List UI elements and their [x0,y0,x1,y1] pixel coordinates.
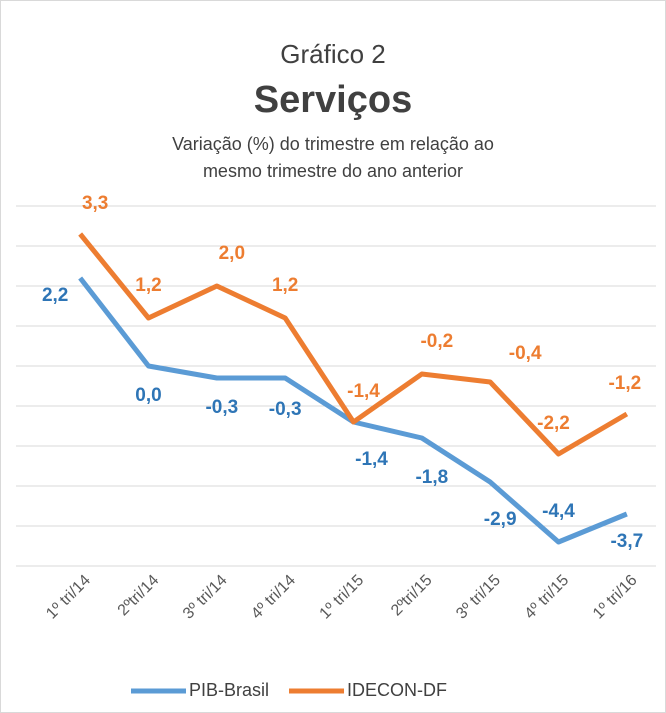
x-tick-label: 3º tri/14 [180,572,231,623]
data-label: 2,2 [42,285,68,306]
data-label: 0,0 [135,385,161,406]
data-label: -4,4 [542,501,575,522]
series-line [78,232,629,457]
data-label: 1,2 [135,275,161,296]
x-tick-label: 2ºtri/14 [115,572,163,620]
data-label: -1,4 [355,449,388,470]
data-label: -3,7 [610,531,643,552]
x-tick-label: 3º tri/15 [453,572,504,623]
data-label: -0,4 [509,343,542,364]
legend-label: IDECON-DF [347,680,447,700]
x-tick-label: 4º tri/14 [248,572,299,623]
x-tick-label: 1º tri/15 [317,572,368,623]
chart-title: Gráfico 2 [280,39,386,69]
x-tick-label: 1º tri/14 [43,572,94,623]
x-tick-label: 1º tri/16 [590,572,641,623]
data-label: -0,3 [269,399,302,420]
data-label: -0,2 [420,331,453,352]
data-label: -2,9 [484,509,517,530]
chart-description: Variação (%) do trimestre em relação ao … [172,134,494,181]
x-tick-label: 4º tri/15 [522,572,573,623]
x-tick-label: 2ºtri/15 [388,572,436,620]
data-label: -1,2 [608,373,641,394]
data-label: 2,0 [219,243,245,264]
data-label: -1,8 [415,467,448,488]
data-label: 3,3 [82,193,108,214]
data-label: 1,2 [272,275,298,296]
data-label: -0,3 [205,397,238,418]
data-label: -2,2 [537,413,570,434]
legend-label: PIB-Brasil [189,680,269,700]
data-label: -1,4 [347,381,380,402]
chart-subtitle: Serviços [253,79,413,121]
